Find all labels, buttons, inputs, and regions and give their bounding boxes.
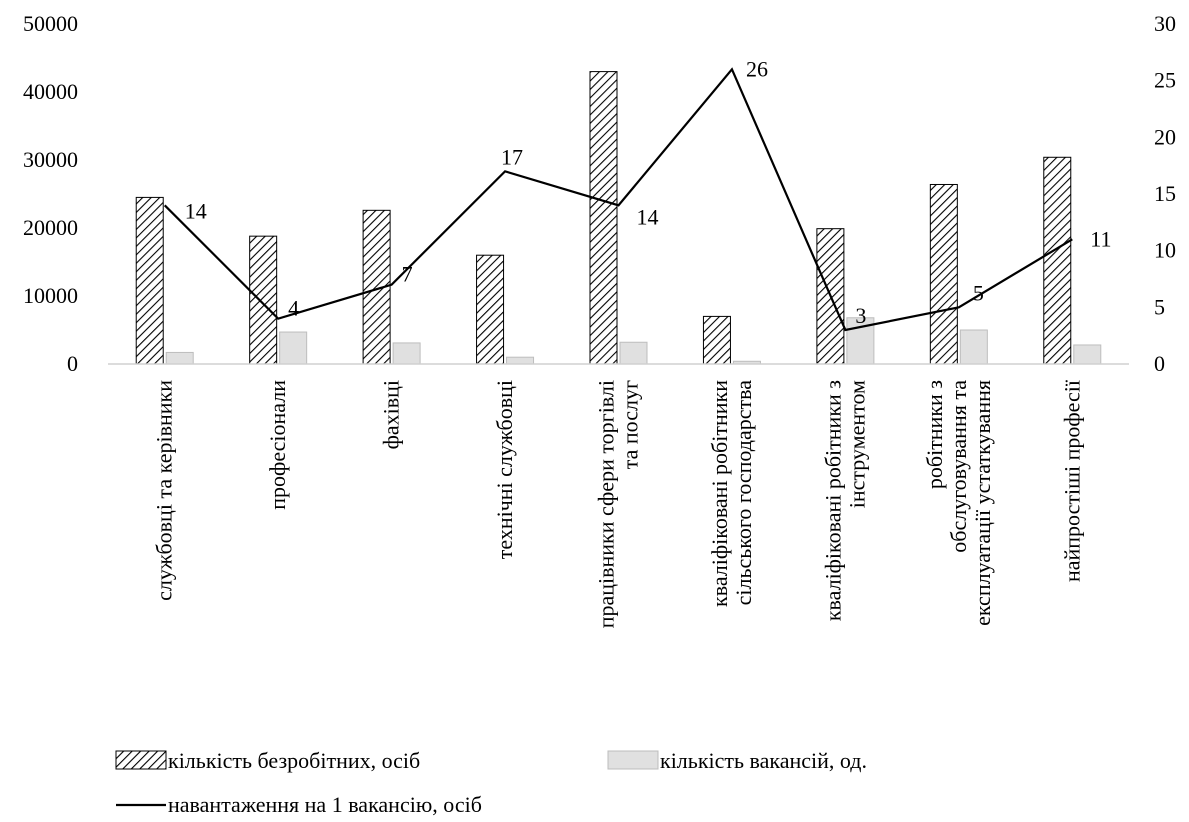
bar-vacancies bbox=[959, 329, 988, 365]
category-label: кваліфіковані робітники з інструментом bbox=[820, 380, 869, 621]
category-label-line: працівники сфери торгівлі bbox=[594, 380, 619, 628]
legend: кількість безробітних, осіб кількість вак… bbox=[115, 748, 867, 817]
y-left-tick-label: 30000 bbox=[23, 147, 78, 172]
line-data-label: 7 bbox=[402, 262, 413, 287]
category-label-line: кваліфіковані робітники bbox=[707, 380, 732, 607]
bar-unemployed bbox=[135, 196, 164, 365]
bar-vacancies bbox=[279, 331, 308, 365]
category-label: робітники з обслуговування та експлуатації… bbox=[922, 380, 995, 626]
bar-vacancies bbox=[165, 351, 194, 365]
bar-vacancies bbox=[506, 356, 535, 365]
category-label-line: експлуатації устаткування bbox=[970, 380, 995, 626]
category-label-line: інструментом bbox=[844, 380, 869, 508]
y-right-tick-label: 25 bbox=[1154, 68, 1176, 93]
category-label: працівники сфери торгівлі та послуг bbox=[594, 380, 643, 628]
line-data-label: 17 bbox=[501, 144, 523, 169]
y-left-tick-label: 0 bbox=[67, 351, 78, 376]
line-data-label: 26 bbox=[746, 56, 768, 81]
bar-unemployed bbox=[589, 71, 618, 365]
y-right-tick-label: 30 bbox=[1154, 11, 1176, 36]
category-label-line: професіонали bbox=[265, 380, 290, 510]
y-left-tick-label: 20000 bbox=[23, 215, 78, 240]
category-label-line: обслуговування та bbox=[946, 380, 971, 553]
line-data-label: 11 bbox=[1090, 226, 1111, 251]
line-data-label: 14 bbox=[637, 204, 659, 229]
bar-vacancies bbox=[392, 342, 421, 365]
y-left-tick-label: 50000 bbox=[23, 11, 78, 36]
y-right-tick-label: 10 bbox=[1154, 238, 1176, 263]
y-left-tick-label: 40000 bbox=[23, 79, 78, 104]
line-data-label: 3 bbox=[855, 303, 866, 328]
line-data-label: 5 bbox=[973, 280, 984, 305]
category-label-line: найпростіші професії bbox=[1059, 379, 1084, 582]
bar-unemployed bbox=[249, 235, 278, 365]
bar-vacancies bbox=[1073, 344, 1102, 365]
legend-label-load: навантаження на 1 вакансію, осіб bbox=[168, 792, 482, 817]
line-data-label: 14 bbox=[185, 198, 207, 223]
y-right-tick-label: 0 bbox=[1154, 351, 1165, 376]
y-right-tick-label: 15 bbox=[1154, 181, 1176, 206]
y-left-tick-label: 10000 bbox=[23, 283, 78, 308]
category-labels: службовці та керівники професіонали фахівц… bbox=[152, 379, 1085, 628]
category-label: службовці та керівники bbox=[152, 380, 177, 601]
category-label: найпростіші професії bbox=[1059, 379, 1084, 582]
category-label: фахівці bbox=[379, 380, 404, 449]
category-label-line: та послуг bbox=[618, 380, 643, 469]
line-load-per-vacancy bbox=[163, 67, 1073, 332]
bar-unemployed bbox=[929, 183, 958, 365]
legend-swatch-unemployed bbox=[115, 750, 167, 770]
right-axis: 0 5 10 15 20 25 30 bbox=[1154, 11, 1176, 376]
bars bbox=[135, 71, 1102, 365]
bar-vacancies bbox=[619, 341, 648, 365]
y-right-tick-label: 5 bbox=[1154, 294, 1165, 319]
category-label-line: робітники з bbox=[922, 380, 947, 489]
category-label-line: кваліфіковані робітники з bbox=[820, 380, 845, 621]
bar-unemployed bbox=[1043, 156, 1072, 365]
category-label-line: технічні службовці bbox=[492, 380, 517, 559]
legend-swatch-vacancies bbox=[607, 750, 659, 770]
category-label: кваліфіковані робітники сільського господ… bbox=[707, 380, 756, 607]
category-label: професіонали bbox=[265, 380, 290, 510]
bar-unemployed bbox=[702, 315, 731, 365]
line-series: 14 4 7 17 14 26 3 5 11 bbox=[163, 56, 1111, 332]
left-axis: 0 10000 20000 30000 40000 50000 bbox=[23, 11, 78, 376]
legend-label-vacancies: кількість вакансій, од. bbox=[660, 748, 867, 773]
legend-label-unemployed: кількість безробітних, осіб bbox=[168, 748, 420, 773]
category-label-line: сільського господарства bbox=[731, 380, 756, 606]
y-right-tick-label: 20 bbox=[1154, 124, 1176, 149]
category-label-line: фахівці bbox=[379, 380, 404, 449]
category-label: технічні службовці bbox=[492, 380, 517, 559]
line-data-label: 4 bbox=[288, 296, 299, 321]
category-label-line: службовці та керівники bbox=[152, 380, 177, 601]
bar-unemployed bbox=[476, 254, 505, 365]
